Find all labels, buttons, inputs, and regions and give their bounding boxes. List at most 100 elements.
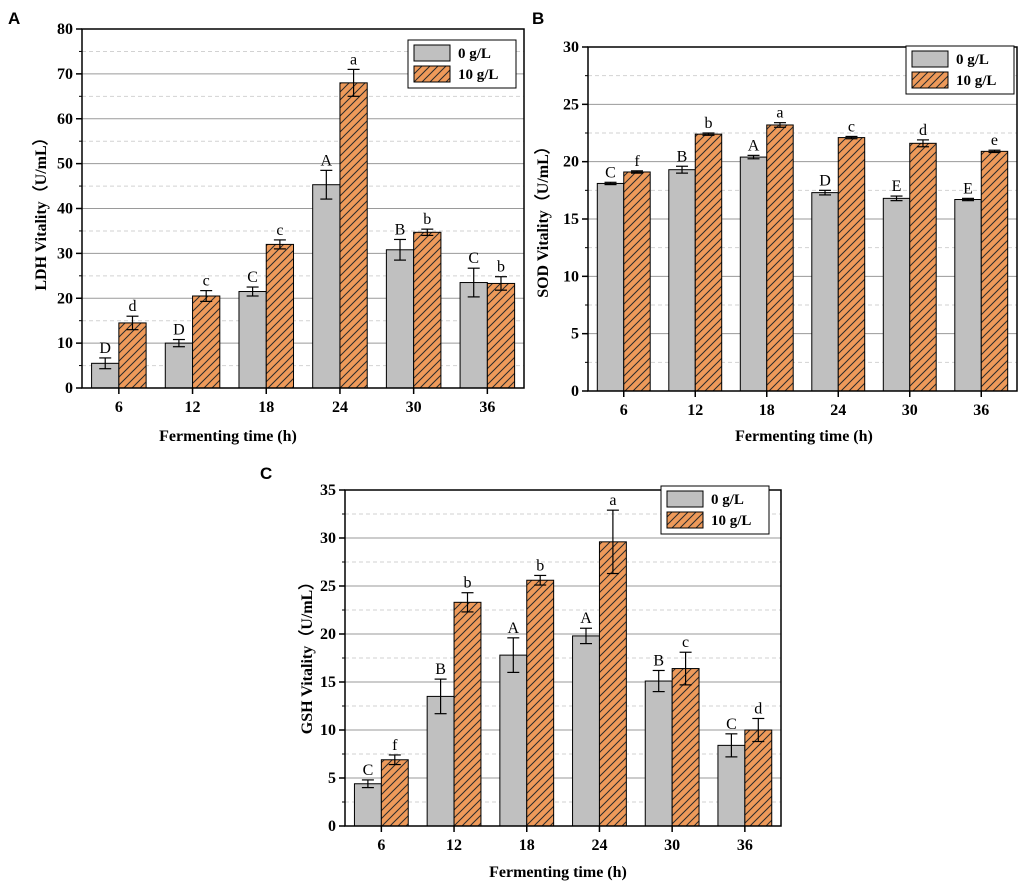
panel-c-plot-frame xyxy=(344,489,782,827)
panel-a-x-tick-label: 6 xyxy=(115,399,123,416)
panel-c-significance-label: d xyxy=(754,700,762,717)
panel-c-significance-label: b xyxy=(463,575,471,592)
panel-b-bar-treatment xyxy=(623,171,651,392)
panel-a-y-tick-label: 50 xyxy=(57,156,73,173)
panel-b: B Fermenting time (h) SOD Vitality（U/mL）… xyxy=(532,9,1018,445)
panel-b-significance-label: f xyxy=(634,153,640,170)
panel-a-legend-swatch-control xyxy=(413,44,451,62)
panel-b-x-axis-title: Fermenting time (h) xyxy=(735,428,873,445)
panel-a-x-tick-label: 30 xyxy=(406,399,422,416)
panel-b-bar-control xyxy=(739,156,768,392)
panel-a-significance-label: d xyxy=(128,298,136,315)
panel-c-y-tick-label: 0 xyxy=(328,818,336,835)
panel-b-significance-label: a xyxy=(776,105,783,122)
panel-c-significance-label: a xyxy=(609,492,616,509)
panel-a-y-tick-label: 40 xyxy=(57,201,73,218)
panel-b-significance-label: E xyxy=(892,178,902,195)
panel-b-bar-treatment xyxy=(980,150,1009,392)
panel-b-bar-treatment xyxy=(837,137,866,392)
panel-a-bar-treatment xyxy=(486,282,516,389)
panel-c-y-tick-label: 30 xyxy=(320,530,336,547)
panel-c-y-tick-label: 5 xyxy=(328,770,336,787)
panel-a-bar-control xyxy=(459,282,488,389)
panel-c-legend-swatch-treatment xyxy=(666,511,704,529)
panel-b-y-axis-title: SOD Vitality（U/mL） xyxy=(534,138,552,298)
panel-a-significance-label: b xyxy=(497,259,505,276)
panel-a-significance-label: C xyxy=(468,250,479,267)
panel-c-x-tick-label: 36 xyxy=(737,837,753,854)
panel-c-bar-control xyxy=(572,635,600,827)
panel-a-legend-label: 0 g/L xyxy=(458,46,491,62)
panel-a-bar-treatment xyxy=(192,295,221,389)
panel-a-x-tick-label: 36 xyxy=(479,399,495,416)
panel-c-bar-control xyxy=(644,680,673,827)
panel-c-bar-control xyxy=(353,783,382,827)
panel-c-significance-label: C xyxy=(363,762,374,779)
panel-a-y-axis-title: LDH Vitality（U/mL） xyxy=(32,129,50,290)
panel-b-significance-label: A xyxy=(748,137,760,154)
panel-a-bar-treatment xyxy=(265,243,295,389)
panel-b-bar-treatment xyxy=(694,133,723,392)
panel-c-bar-treatment xyxy=(380,759,409,827)
panel-a-significance-label: C xyxy=(247,269,258,286)
panel-c-significance-label: C xyxy=(726,716,737,733)
panel-a-significance-label: B xyxy=(395,221,406,238)
panel-c-bar-control xyxy=(717,744,746,827)
panel-b-x-tick-label: 12 xyxy=(687,402,703,419)
panel-a-y-tick-label: 20 xyxy=(57,290,73,307)
panel-a-x-tick-label: 18 xyxy=(258,399,274,416)
panel-c-significance-label: b xyxy=(536,557,544,574)
panel-b-letter: B xyxy=(532,9,544,28)
panel-b-plot-frame xyxy=(587,46,1018,392)
panel-c-bar-treatment xyxy=(453,601,482,827)
panel-c-legend-label: 0 g/L xyxy=(711,492,744,508)
panel-b-bar-control xyxy=(811,192,839,392)
panel-c-letter: C xyxy=(260,464,272,483)
panel-a-bar-control xyxy=(312,184,341,389)
panel-c-y-tick-label: 10 xyxy=(320,722,336,739)
panel-c-x-tick-label: 24 xyxy=(591,837,607,854)
panel-c-y-tick-label: 25 xyxy=(320,578,336,595)
panel-a-significance-label: A xyxy=(321,152,333,169)
panel-b-y-tick-label: 15 xyxy=(563,211,579,228)
panel-c-significance-label: A xyxy=(508,620,520,637)
panel-c-x-tick-label: 6 xyxy=(377,837,385,854)
panel-c-bar-control xyxy=(426,695,455,827)
panel-a-significance-label: a xyxy=(350,51,357,68)
panel-b-bar-control xyxy=(596,182,625,392)
panel-a-y-tick-label: 80 xyxy=(57,21,73,38)
panel-b-significance-label: d xyxy=(919,122,927,139)
panel-c-bar-treatment xyxy=(526,579,555,827)
panel-b-x-tick-label: 18 xyxy=(759,402,775,419)
panel-a-significance-label: b xyxy=(423,211,431,228)
panel-c-x-tick-label: 18 xyxy=(519,837,535,854)
panel-b-legend-swatch-treatment xyxy=(911,71,949,89)
panel-b-legend-label: 0 g/L xyxy=(956,52,989,68)
panel-c-legend-swatch-control xyxy=(666,490,704,508)
panel-a-y-tick-label: 30 xyxy=(57,245,73,262)
panel-a-y-tick-label: 60 xyxy=(57,111,73,128)
panel-c-significance-label: c xyxy=(682,634,689,651)
panel-b-significance-label: B xyxy=(677,148,688,165)
panel-a-significance-label: c xyxy=(276,222,283,239)
panel-a-plot-frame xyxy=(81,28,525,389)
panel-b-bar-treatment xyxy=(766,124,794,392)
panel-c-significance-label: A xyxy=(580,610,592,627)
panel-b-significance-label: C xyxy=(605,164,616,181)
panel-c-y-axis-title: GSH Vitality（U/mL） xyxy=(298,574,316,734)
panel-b-x-tick-label: 24 xyxy=(830,402,846,419)
panel-a-bar-control xyxy=(238,291,267,389)
panel-b-bar-control xyxy=(668,169,696,392)
panel-a-y-tick-label: 0 xyxy=(65,380,73,397)
panel-c-significance-label: f xyxy=(392,737,398,754)
panel-a-significance-label: c xyxy=(203,273,210,290)
panel-b-legend-label: 10 g/L xyxy=(956,73,996,89)
panel-a-x-tick-label: 24 xyxy=(332,399,348,416)
panel-b-significance-label: b xyxy=(704,115,712,132)
panel-c-bar-treatment xyxy=(744,729,773,827)
panel-a-bar-treatment xyxy=(339,82,368,389)
panel-b-y-tick-label: 20 xyxy=(563,154,579,171)
panel-b-significance-label: e xyxy=(991,132,998,149)
panel-b-x-tick-label: 36 xyxy=(973,402,989,419)
